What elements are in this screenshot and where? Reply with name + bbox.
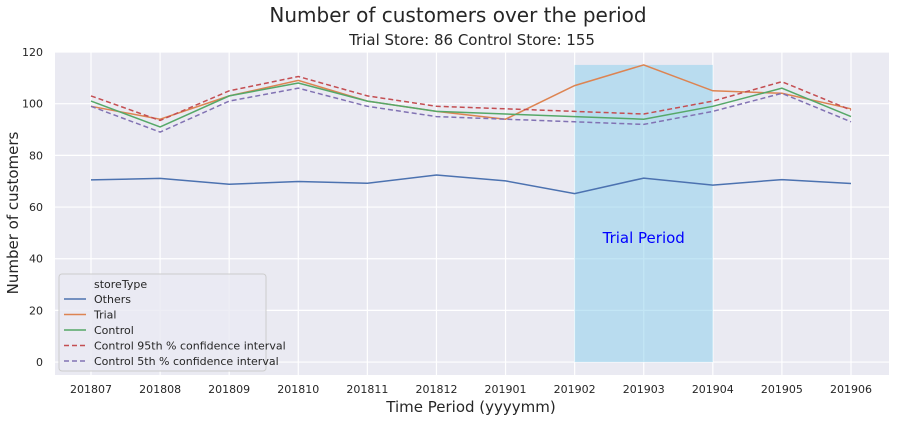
series-line-trial <box>90 64 852 120</box>
y-tick-label: 40 <box>29 253 43 266</box>
y-axis-ticks: 0 20 40 60 80 100 120 <box>22 46 43 369</box>
series-line-control-95th-confidence-interval <box>90 75 852 122</box>
legend-entry: Control 95th % confidence interval <box>94 340 286 353</box>
trial-period-label: Trial Period <box>602 229 685 247</box>
y-tick-label: 20 <box>29 304 43 317</box>
legend: storeType Others Trial Control Control 95th … <box>58 273 286 372</box>
x-axis-ticks: 201807 201808 201809 201810 201811 201812 2019… <box>70 383 872 396</box>
x-tick-label: 201901 <box>485 383 527 396</box>
chart-title: Number of customers over the period <box>269 3 646 27</box>
y-tick-label: 80 <box>29 149 43 162</box>
x-tick-label: 201811 <box>346 383 388 396</box>
x-tick-label: 201808 <box>139 383 181 396</box>
x-tick-label: 201809 <box>208 383 250 396</box>
x-tick-label: 201906 <box>830 383 872 396</box>
x-tick-label: 201810 <box>277 383 319 396</box>
legend-title: storeType <box>94 278 147 291</box>
x-tick-label: 201904 <box>692 383 734 396</box>
series-lines <box>90 64 852 195</box>
x-axis-label: Time Period (yyyymm) <box>385 398 555 416</box>
legend-entry: Others <box>94 293 131 306</box>
series-line-others <box>90 174 852 195</box>
x-tick-label: 201903 <box>623 383 665 396</box>
x-tick-label: 201812 <box>415 383 457 396</box>
legend-entry: Control 5th % confidence interval <box>94 355 279 368</box>
legend-entry: Control <box>94 324 134 337</box>
legend-entry: Trial <box>93 309 116 322</box>
y-tick-label: 0 <box>36 356 43 369</box>
y-tick-label: 60 <box>29 201 43 214</box>
y-axis-label: Number of customers <box>4 131 22 294</box>
x-tick-label: 201902 <box>554 383 596 396</box>
x-tick-label: 201807 <box>70 383 112 396</box>
chart-subtitle: Trial Store: 86 Control Store: 155 <box>348 31 595 49</box>
legend-box <box>58 273 267 372</box>
series-line-control-5th-confidence-interval <box>90 87 852 133</box>
x-tick-label: 201905 <box>761 383 803 396</box>
series-line-control <box>90 82 852 128</box>
y-tick-label: 100 <box>22 98 43 111</box>
y-tick-label: 120 <box>22 46 43 59</box>
